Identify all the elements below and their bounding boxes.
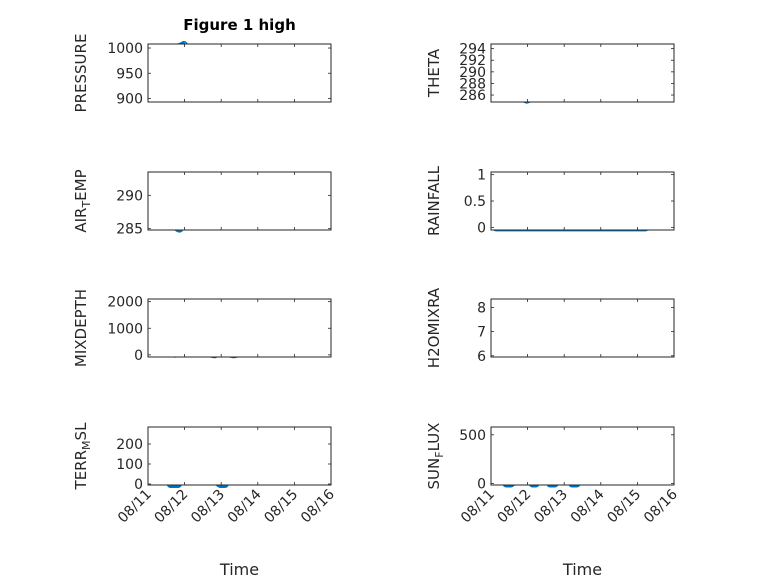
y-tick-label: 290 bbox=[116, 188, 143, 204]
y-tick-label: 290 bbox=[459, 65, 486, 81]
subplot-terr_msl: 010020008/1108/1208/1308/1408/1508/16TER… bbox=[72, 422, 338, 579]
y-tick-label: 500 bbox=[459, 428, 486, 444]
chart-title: Figure 1 high bbox=[183, 16, 296, 34]
x-axis-label: Time bbox=[562, 560, 602, 579]
axes-box bbox=[147, 298, 332, 358]
subplot-h2omixra: 6 7 8 H2OMIXRA bbox=[425, 287, 675, 368]
subplot-air_temp: 285 290 AIRTEMP bbox=[72, 169, 332, 238]
y-tick-label: 286 bbox=[459, 88, 486, 104]
y-tick-label: 0 bbox=[134, 348, 143, 364]
axes-box bbox=[490, 298, 675, 358]
y-axis-label: AIRTEMP bbox=[72, 169, 93, 232]
x-axis-label: Time bbox=[219, 560, 259, 579]
axes-box bbox=[147, 426, 332, 486]
y-axis-label: H2OMIXRA bbox=[425, 287, 443, 368]
y-tick-label: 6 bbox=[477, 349, 486, 365]
y-tick-label: 1000 bbox=[107, 321, 143, 337]
y-tick-label: 0 bbox=[477, 220, 486, 236]
y-tick-label: 294 bbox=[459, 42, 486, 58]
y-axis-label: SUNFLUX bbox=[425, 423, 446, 490]
axes-box bbox=[490, 43, 675, 103]
y-tick-label: 100 bbox=[116, 457, 143, 473]
y-tick-label: 900 bbox=[116, 91, 143, 107]
subplot-rainfall: 0 0.5 1 RAINFALL bbox=[425, 165, 675, 236]
axes-box bbox=[147, 171, 332, 231]
y-tick-label: 0 bbox=[134, 477, 143, 493]
subplot-mixdepth: 0 1000 2000 MIXDEPTH bbox=[72, 289, 332, 367]
y-tick-label: 0 bbox=[477, 477, 486, 493]
y-tick-label: 950 bbox=[116, 66, 143, 82]
y-axis-label: TERRMSL bbox=[72, 422, 93, 491]
subplot-pressure: 900 950 1000 PRESSURE Figure 1 high bbox=[72, 16, 332, 113]
axes-box bbox=[147, 43, 332, 103]
axes-box bbox=[490, 426, 675, 486]
y-tick-label: 200 bbox=[116, 437, 143, 453]
y-tick-label: 2000 bbox=[107, 295, 143, 311]
y-tick-label: 1000 bbox=[107, 41, 143, 57]
y-axis-label: PRESSURE bbox=[72, 34, 90, 113]
y-axis-label: MIXDEPTH bbox=[72, 289, 90, 367]
y-tick-label: 1 bbox=[477, 168, 486, 184]
y-axis-label: THETA bbox=[425, 48, 443, 98]
y-tick-label: 292 bbox=[459, 53, 486, 69]
y-tick-label: 288 bbox=[459, 76, 486, 92]
y-tick-label: 285 bbox=[116, 222, 143, 238]
y-tick-label: 7 bbox=[477, 325, 486, 341]
y-tick-label: 0.5 bbox=[464, 194, 486, 210]
y-tick-label: 8 bbox=[477, 300, 486, 316]
y-axis-label: RAINFALL bbox=[425, 165, 443, 236]
axes-box bbox=[490, 171, 675, 231]
